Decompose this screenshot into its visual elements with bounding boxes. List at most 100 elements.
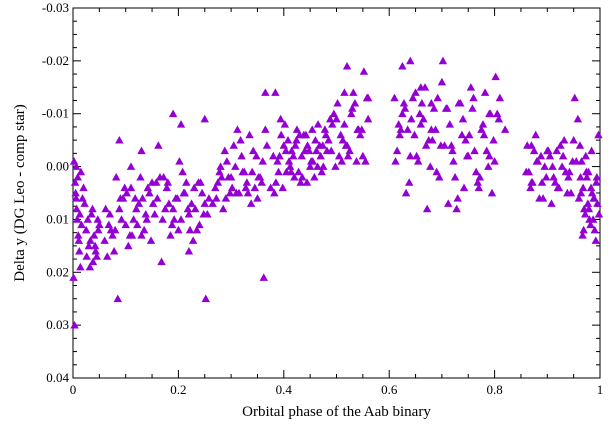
data-point bbox=[486, 109, 495, 118]
data-point bbox=[243, 188, 253, 197]
data-point bbox=[422, 204, 432, 213]
data-point bbox=[104, 220, 114, 229]
data-point bbox=[400, 104, 410, 112]
data-point bbox=[142, 215, 151, 223]
data-point bbox=[94, 225, 103, 234]
data-point bbox=[164, 199, 174, 207]
data-point bbox=[318, 141, 327, 149]
data-point bbox=[180, 188, 189, 197]
data-point bbox=[120, 183, 129, 192]
data-point bbox=[447, 141, 456, 149]
data-point bbox=[411, 88, 420, 96]
data-point bbox=[187, 199, 196, 207]
data-point bbox=[216, 162, 225, 170]
data-point bbox=[113, 294, 122, 303]
data-point bbox=[449, 157, 458, 165]
data-point bbox=[266, 183, 275, 192]
data-point bbox=[302, 178, 312, 186]
data-point bbox=[354, 125, 363, 133]
data-point bbox=[586, 183, 596, 192]
data-point bbox=[100, 236, 109, 244]
data-point bbox=[551, 178, 560, 186]
data-point bbox=[557, 162, 567, 170]
y-tick-label: -0.02 bbox=[42, 53, 69, 68]
data-point bbox=[287, 146, 296, 155]
data-point bbox=[359, 67, 369, 75]
data-point bbox=[540, 162, 549, 170]
data-point bbox=[173, 194, 182, 202]
x-axis-ticks: 0 0.2 0.4 0.6 0.8 1 bbox=[70, 8, 603, 397]
data-point bbox=[88, 257, 98, 266]
data-point bbox=[211, 183, 220, 192]
data-point bbox=[426, 162, 435, 170]
data-point bbox=[101, 204, 110, 213]
data-point bbox=[184, 209, 194, 218]
data-point bbox=[538, 194, 548, 202]
data-point bbox=[523, 141, 532, 149]
data-point bbox=[590, 225, 599, 234]
y-tick-label: 0.00 bbox=[46, 159, 69, 174]
data-point bbox=[82, 252, 91, 260]
data-point bbox=[233, 125, 242, 133]
data-point bbox=[237, 151, 246, 160]
data-point bbox=[76, 262, 85, 271]
data-point bbox=[71, 188, 80, 197]
data-point bbox=[69, 273, 78, 281]
data-point bbox=[90, 241, 100, 250]
data-point bbox=[433, 93, 442, 102]
data-point bbox=[87, 209, 96, 218]
data-point bbox=[79, 183, 88, 192]
data-point bbox=[281, 146, 291, 155]
data-point bbox=[217, 172, 226, 181]
data-point bbox=[127, 231, 137, 239]
data-point bbox=[333, 98, 342, 107]
data-point bbox=[298, 172, 307, 181]
data-point bbox=[132, 204, 141, 213]
data-point bbox=[252, 151, 261, 160]
data-point bbox=[461, 135, 470, 144]
data-point bbox=[465, 130, 474, 139]
data-point bbox=[328, 120, 337, 128]
data-point bbox=[71, 194, 81, 202]
data-point bbox=[153, 194, 162, 202]
data-point bbox=[582, 167, 591, 176]
x-tick-label: 0.4 bbox=[276, 382, 293, 397]
data-point bbox=[588, 215, 598, 223]
data-point bbox=[276, 114, 285, 123]
data-point bbox=[477, 125, 486, 133]
data-point bbox=[457, 130, 467, 139]
data-point bbox=[88, 204, 97, 213]
data-point bbox=[405, 178, 414, 186]
data-point bbox=[475, 172, 485, 181]
data-point bbox=[466, 83, 476, 91]
data-point bbox=[192, 225, 202, 234]
data-point bbox=[154, 141, 163, 149]
data-point bbox=[117, 215, 126, 223]
x-tick-label: 0.2 bbox=[170, 382, 186, 397]
data-point bbox=[261, 125, 270, 133]
data-point bbox=[271, 88, 280, 96]
data-point bbox=[81, 225, 91, 234]
data-point bbox=[437, 77, 447, 86]
data-point bbox=[469, 93, 478, 102]
data-point bbox=[495, 93, 505, 102]
data-point bbox=[134, 199, 144, 207]
data-point bbox=[199, 209, 208, 218]
data-point bbox=[85, 262, 95, 271]
data-point bbox=[527, 178, 536, 186]
data-point bbox=[334, 151, 344, 160]
data-point bbox=[474, 183, 483, 192]
data-point bbox=[432, 167, 441, 176]
data-point bbox=[462, 151, 472, 160]
x-axis-label: Orbital phase of the Aab binary bbox=[242, 404, 431, 420]
data-point bbox=[413, 157, 423, 165]
data-point bbox=[204, 194, 214, 202]
data-point bbox=[317, 167, 326, 176]
data-point bbox=[200, 114, 209, 123]
data-point bbox=[565, 167, 574, 176]
data-point bbox=[581, 209, 590, 218]
data-point bbox=[444, 199, 453, 207]
data-point bbox=[130, 194, 140, 202]
data-point bbox=[152, 178, 161, 186]
data-point bbox=[559, 135, 569, 144]
